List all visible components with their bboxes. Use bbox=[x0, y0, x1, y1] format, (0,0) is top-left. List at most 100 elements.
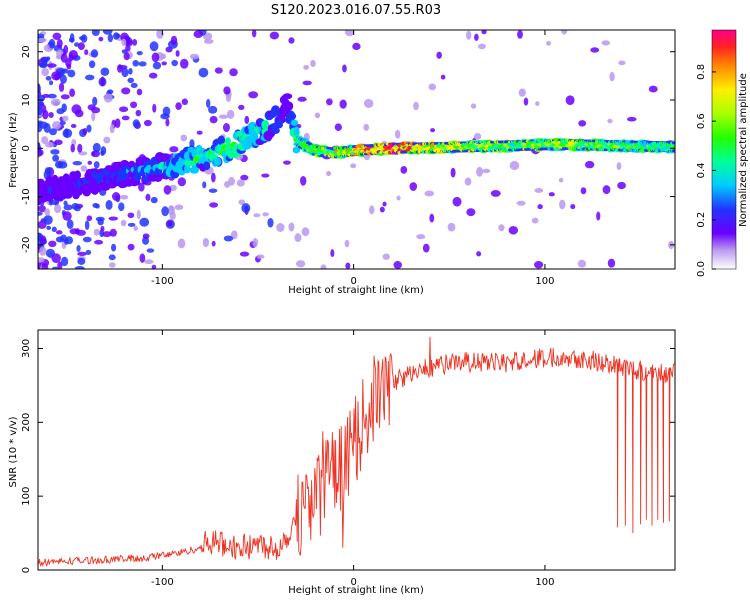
heatmap-cell bbox=[217, 135, 226, 146]
heatmap-cell bbox=[561, 30, 568, 35]
heatmap-cell bbox=[626, 116, 637, 122]
heatmap-cell bbox=[60, 53, 68, 63]
heatmap-cell bbox=[672, 141, 675, 145]
heatmap-cell bbox=[214, 67, 223, 74]
heatmap-cell bbox=[580, 187, 587, 195]
heatmap-cell bbox=[70, 123, 77, 128]
heatmap-cell bbox=[413, 101, 419, 111]
heatmap-cell bbox=[202, 181, 207, 189]
heatmap-cell bbox=[177, 238, 186, 249]
heatmap-cell bbox=[132, 59, 139, 67]
heatmap-cell bbox=[379, 206, 385, 213]
heatmap-cell bbox=[48, 112, 54, 118]
heatmap-cell bbox=[61, 103, 67, 113]
heatmap-cell bbox=[602, 185, 611, 195]
heatmap-cell bbox=[91, 106, 101, 114]
y-tick-label: 200 bbox=[21, 413, 32, 432]
snr-y-label: SNR (10 * v/v) bbox=[8, 416, 19, 487]
heatmap-cell bbox=[132, 119, 140, 128]
heatmap-cell bbox=[148, 72, 158, 79]
colorbar-tick-label: 0.6 bbox=[696, 113, 707, 129]
heatmap-cell bbox=[112, 32, 120, 40]
snr-plot-area bbox=[38, 336, 675, 568]
heatmap-cell bbox=[208, 105, 218, 114]
heatmap-cell bbox=[534, 187, 544, 193]
heatmap-cell bbox=[218, 114, 229, 119]
heatmap-cell bbox=[223, 86, 231, 95]
heatmap-cell bbox=[92, 96, 98, 106]
heatmap-cell bbox=[617, 181, 626, 190]
heatmap-cell bbox=[256, 254, 265, 259]
colorbar-ticks: 0.0 0.2 0.4 0.6 0.8 bbox=[696, 64, 716, 277]
heatmap-cell bbox=[570, 203, 576, 210]
heatmap-cell bbox=[293, 126, 300, 137]
heatmap-cell bbox=[38, 148, 44, 157]
heatmap-cell bbox=[132, 38, 138, 46]
heatmap-cell bbox=[189, 53, 199, 60]
heatmap-cell bbox=[450, 167, 456, 178]
heatmap-cell bbox=[396, 195, 401, 201]
heatmap-cell bbox=[209, 115, 218, 124]
heatmap-cell bbox=[474, 33, 479, 41]
heatmap-cell bbox=[123, 52, 130, 61]
heatmap-cell bbox=[62, 115, 69, 122]
heatmap-cell bbox=[41, 263, 49, 269]
heatmap-cell bbox=[121, 38, 127, 46]
heatmap-cell bbox=[262, 212, 269, 217]
spectrogram-heatmap bbox=[38, 30, 675, 269]
heatmap-cell bbox=[121, 115, 130, 121]
heatmap-cell bbox=[447, 222, 456, 232]
heatmap-cell bbox=[76, 244, 81, 252]
heatmap-cell bbox=[135, 109, 142, 117]
heatmap-cell bbox=[577, 259, 587, 268]
heatmap-cell bbox=[156, 30, 164, 39]
heatmap-cell bbox=[169, 211, 176, 220]
heatmap-cell bbox=[300, 175, 307, 186]
heatmap-cell bbox=[339, 99, 347, 109]
heatmap-cell bbox=[261, 173, 270, 178]
heatmap-cell bbox=[139, 217, 150, 227]
heatmap-cell bbox=[77, 251, 87, 256]
heatmap-cell bbox=[208, 188, 218, 193]
heatmap-cell bbox=[73, 42, 80, 47]
heatmap-cell bbox=[609, 71, 615, 82]
heatmap-cell bbox=[40, 235, 47, 245]
heatmap-cell bbox=[310, 59, 316, 68]
heatmap-cell bbox=[109, 123, 115, 134]
y-tick-label: 100 bbox=[21, 487, 32, 506]
heatmap-cell bbox=[244, 115, 250, 125]
heatmap-cell bbox=[151, 52, 160, 63]
heatmap-cell bbox=[142, 233, 150, 239]
heatmap-cell bbox=[127, 222, 136, 227]
heatmap-cell bbox=[578, 120, 587, 127]
heatmap-cell bbox=[127, 243, 135, 251]
heatmap-cell bbox=[269, 31, 280, 40]
snr-x-ticks: -100 0 100 bbox=[151, 330, 554, 588]
heatmap-cell bbox=[47, 93, 57, 99]
heatmap-cell bbox=[558, 177, 564, 183]
heatmap-cell bbox=[39, 246, 47, 256]
heatmap-cell bbox=[94, 239, 104, 245]
heatmap-cell bbox=[202, 237, 210, 248]
heatmap-cell bbox=[430, 128, 436, 133]
heatmap-cell bbox=[211, 240, 216, 247]
spectrogram-x-label: Height of straight line (km) bbox=[288, 285, 424, 296]
colorbar-tick-label: 0.2 bbox=[696, 212, 707, 228]
heatmap-cell bbox=[51, 266, 60, 269]
snr-panel: -100 0 100 0 100 200 300 Height of straight l… bbox=[8, 329, 676, 596]
heatmap-cell bbox=[120, 32, 129, 42]
heatmap-cell bbox=[326, 98, 333, 106]
heatmap-cell bbox=[534, 261, 544, 269]
heatmap-cell bbox=[283, 160, 291, 165]
heatmap-cell bbox=[238, 104, 245, 110]
heatmap-cell bbox=[616, 162, 622, 171]
heatmap-cell bbox=[88, 60, 96, 69]
heatmap-cell bbox=[62, 211, 72, 221]
heatmap-cell bbox=[149, 41, 159, 52]
heatmap-cell bbox=[548, 192, 555, 197]
heatmap-cell bbox=[584, 160, 595, 169]
heatmap-cell bbox=[546, 40, 551, 46]
heatmap-cell bbox=[607, 118, 613, 124]
snr-y-ticks: 0 100 200 300 bbox=[21, 339, 675, 573]
